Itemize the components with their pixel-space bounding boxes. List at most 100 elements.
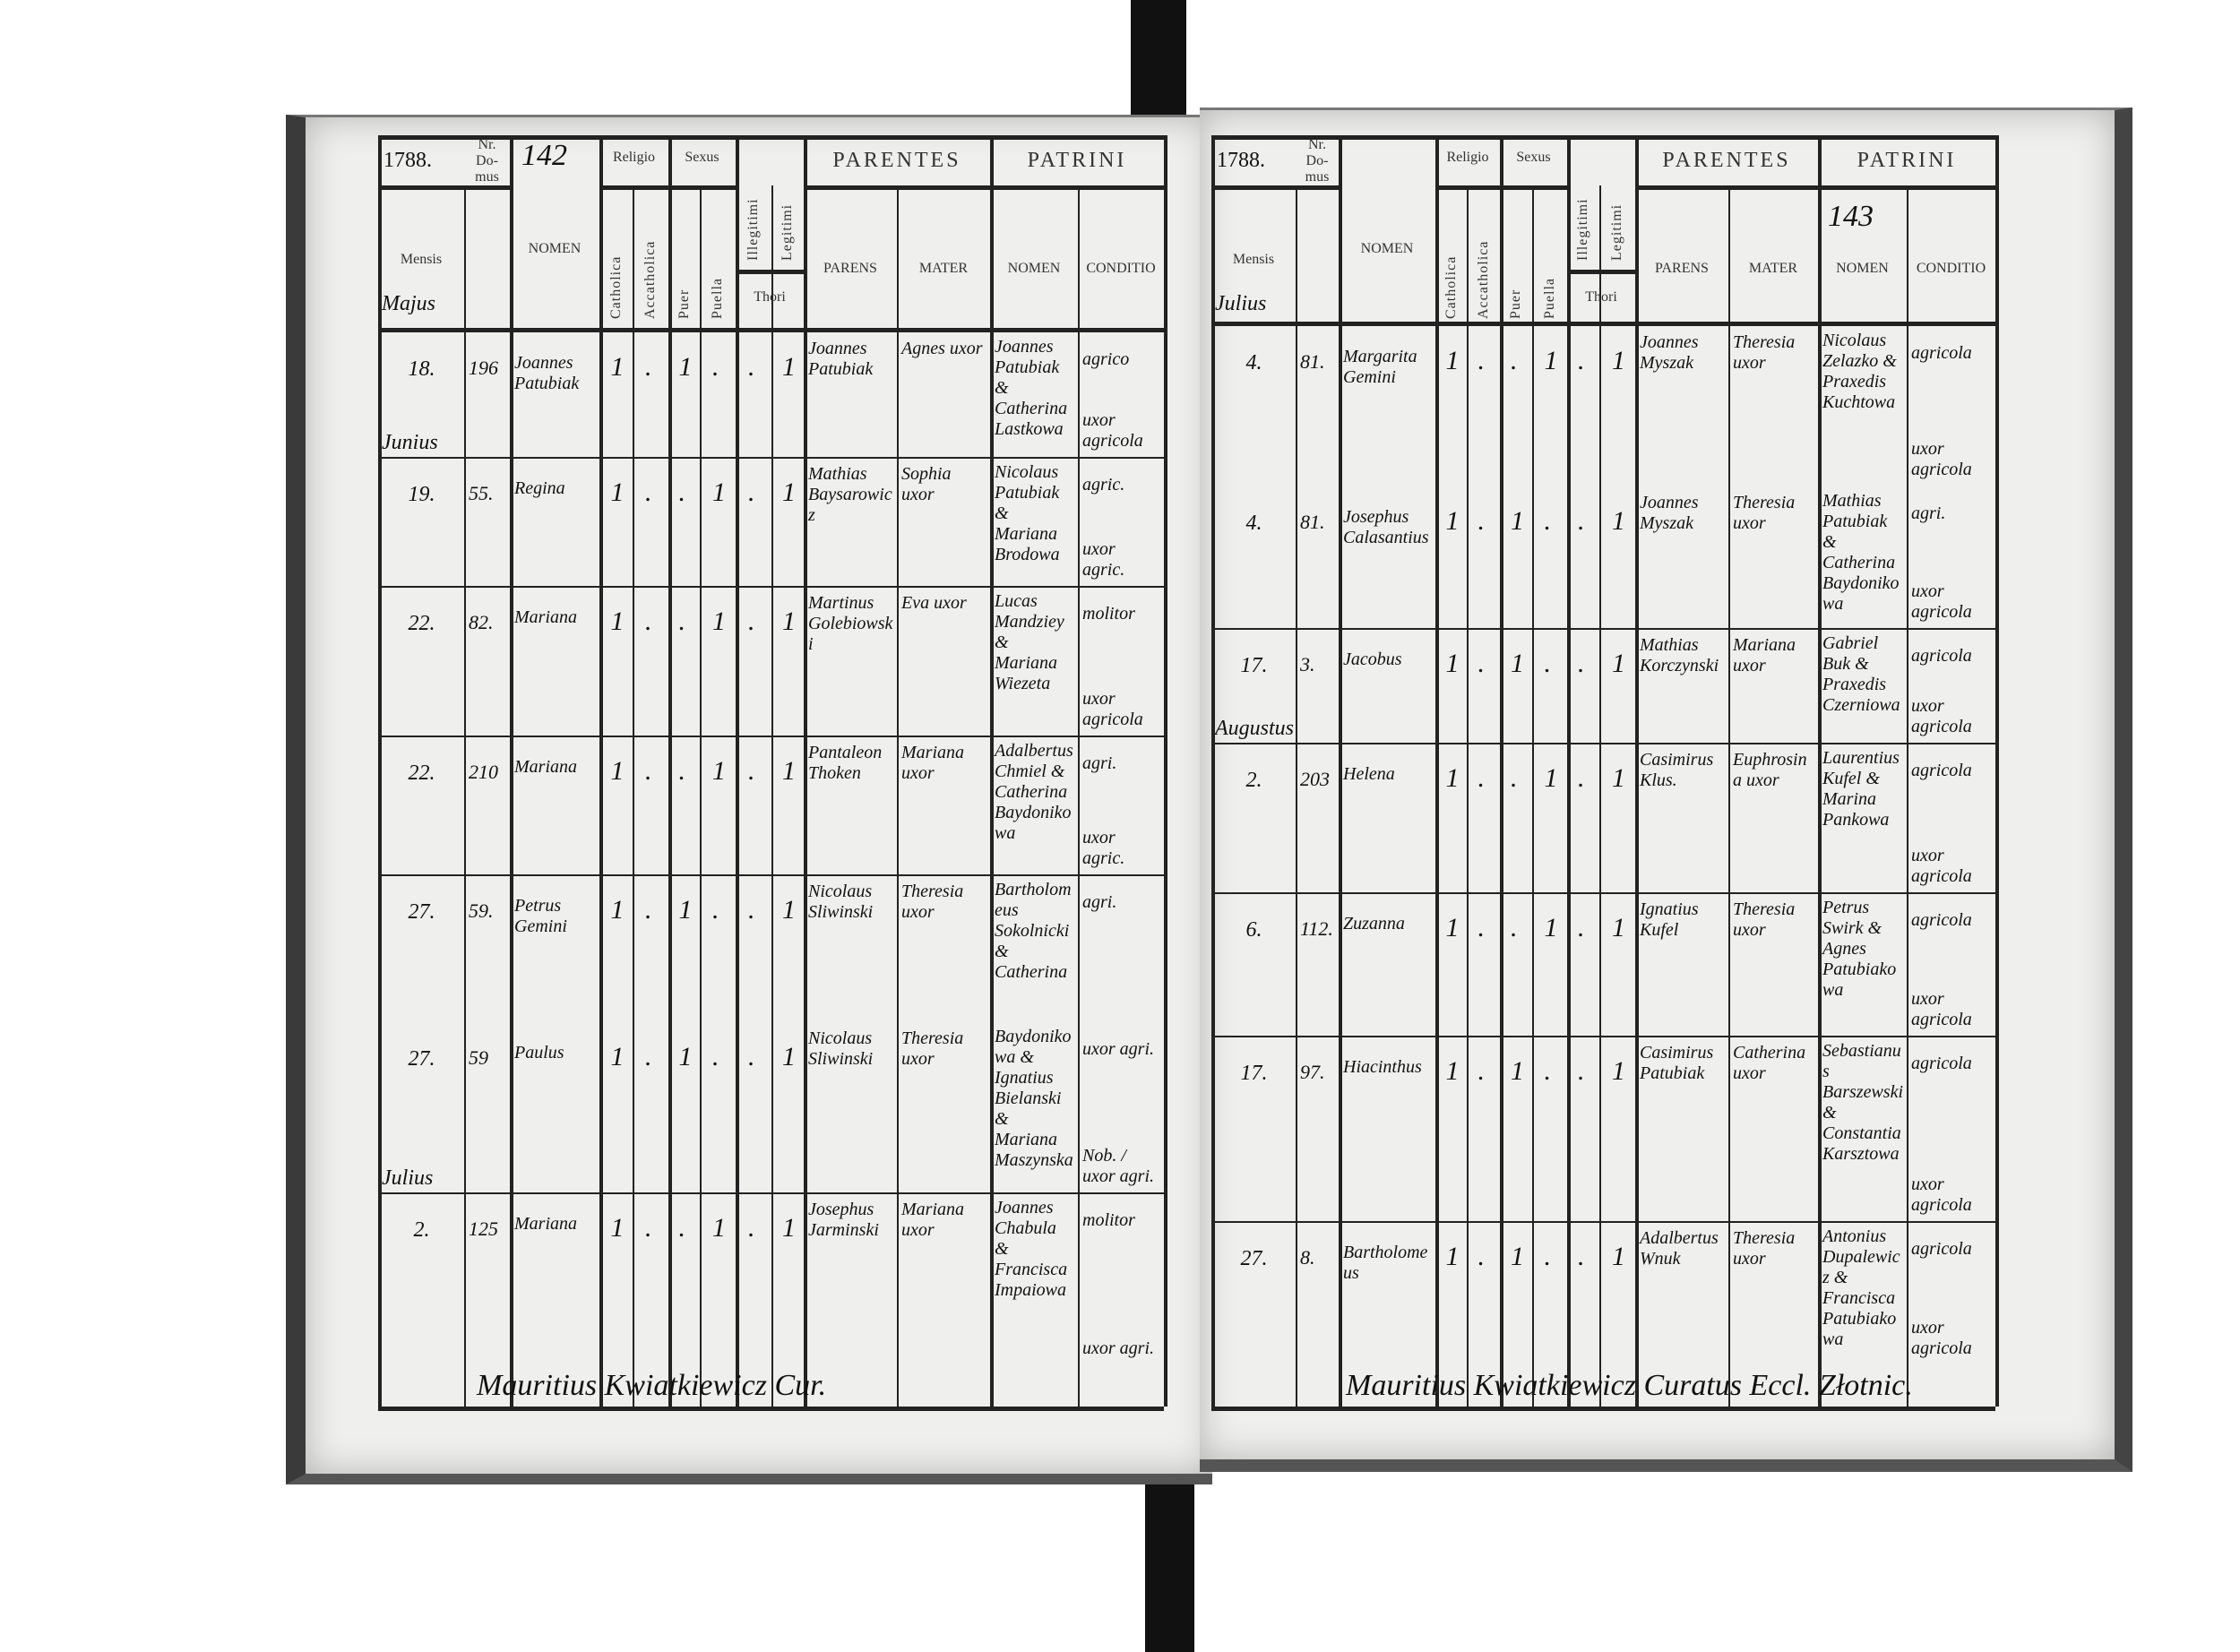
entry-mark: 1 <box>782 1213 796 1243</box>
column-rule <box>464 185 466 1407</box>
entry-conditio: agricola <box>1911 910 1972 930</box>
entry-conditio-2: uxor agricola <box>1911 581 1972 622</box>
entry-parens: Mathias Baysarowicz <box>808 464 892 525</box>
entry-mark: 1 <box>712 607 726 636</box>
entry-conditio: agricola <box>1911 646 1972 666</box>
entry-parens: Martinus Golebiowski <box>808 593 893 654</box>
entry-conditio: agricola <box>1911 1054 1972 1073</box>
entry-day: 27. <box>408 1047 435 1071</box>
curate-signature: Mauritius Kwiatkiewicz Curatus Eccl. Zło… <box>1346 1369 1913 1402</box>
entry-conditio: agri. <box>1082 753 1117 773</box>
entry-parens: Casimirus Klus. <box>1640 750 1714 790</box>
entry-parens: Ignatius Kufel <box>1640 899 1699 940</box>
entry-mark: . <box>1578 506 1585 536</box>
book-spine-top <box>1131 0 1186 116</box>
entry-day: 17. <box>1240 654 1268 677</box>
entry-mark: . <box>1478 913 1486 942</box>
legitimi-header: Legitimi <box>1609 203 1624 261</box>
entry-mark: 1 <box>712 478 726 507</box>
entry-mark: . <box>748 607 755 636</box>
entry-conditio: agricola <box>1911 1239 1972 1259</box>
entry-domus: 203 <box>1300 768 1330 790</box>
entry-mark: 1 <box>1445 649 1460 678</box>
entry-mater: Eva uxor <box>901 593 967 613</box>
entry-mark: . <box>1511 763 1518 793</box>
entry-patrini: Antonius Dupalewicz & Francisca Patubiak… <box>1822 1226 1900 1349</box>
entry-patrini: Adalbertus Chmiel & Catherina Baydonikow… <box>995 741 1073 843</box>
entry-mark: 1 <box>712 756 726 786</box>
entry-mark: 1 <box>1544 763 1558 793</box>
entry-patrini: Nicolaus Patubiak & Mariana Brodowa <box>995 462 1060 564</box>
entry-conditio-cell: agricola uxor agricola <box>1911 646 1992 737</box>
curate-signature: Mauritius Kwiatkiewicz Cur. <box>477 1369 827 1402</box>
column-rule <box>633 185 634 1407</box>
entry-mark: 1 <box>1445 506 1460 536</box>
table-bottom-rule <box>378 1407 1164 1411</box>
entry-mark: . <box>1478 649 1486 678</box>
entry-conditio-2: uxor agricola <box>1911 846 1972 886</box>
header-top-rule <box>378 135 1164 140</box>
entry-nomen: Paulus <box>514 1043 564 1063</box>
register-table: 1788. Nr. Do- mus NOMEN Mensis Religio Sexus P… <box>378 135 1167 1411</box>
header-bottom-rule <box>378 328 1164 332</box>
entry-mark: 1 <box>610 756 625 786</box>
entry-month: Augustus <box>1215 717 1295 740</box>
entry-conditio-2: Nob. / uxor agri. <box>1082 1146 1154 1186</box>
column-rule <box>700 185 702 1407</box>
column-rule <box>1567 135 1571 1407</box>
entry-patrini: Mathias Patubiak & Catherina Baydonikowa <box>1822 491 1900 614</box>
entry-mark: 1 <box>610 607 625 636</box>
entry-mark: . <box>678 1213 686 1243</box>
entry-mark: 1 <box>678 1042 693 1071</box>
entry-domus: 112. <box>1300 917 1333 940</box>
entry-mark: 1 <box>1612 649 1625 678</box>
entry-nomen: Helena <box>1343 764 1395 784</box>
entry-mark: . <box>1478 346 1486 375</box>
entry-conditio-cell: molitor uxor agricola <box>1082 604 1160 730</box>
entry-conditio-cell: agricola uxor agricola <box>1911 761 1992 887</box>
entry-mark: 1 <box>610 1213 625 1243</box>
parens-header: PARENS <box>823 261 877 276</box>
entry-domus: 81. <box>1300 511 1325 533</box>
nomen-header: NOMEN <box>1360 241 1414 256</box>
entry-mark: . <box>748 478 755 507</box>
entry-conditio-cell: agrico uxor agricola <box>1082 349 1160 452</box>
puer-header: Puer <box>676 288 692 319</box>
entry-mark: . <box>1578 1242 1585 1271</box>
entry-mark: 1 <box>1445 763 1460 793</box>
entry-domus: 196 <box>469 357 498 379</box>
puella-header: Puella <box>1541 278 1557 319</box>
entry-nomen: Joannes Patubiak <box>514 353 580 393</box>
entry-conditio-cell: agri. uxor agric. <box>1082 753 1160 869</box>
entry-domus: 3. <box>1300 653 1315 675</box>
entry-day: 4. <box>1245 351 1262 374</box>
column-rule <box>1818 135 1822 1407</box>
entry-mater: Theresia uxor <box>1733 332 1796 373</box>
column-rule <box>1164 135 1167 1407</box>
illegitimi-header: Illegitimi <box>745 198 761 261</box>
entry-domus: 125 <box>469 1217 498 1240</box>
entry-parens: Nicolaus Sliwinski <box>808 1028 874 1069</box>
register-page-right <box>1200 108 2132 1472</box>
entry-mark: 1 <box>1511 1056 1524 1086</box>
year-label: 1788. <box>383 149 432 172</box>
entry-mark: 1 <box>610 352 625 382</box>
entry-mark: . <box>712 352 719 382</box>
year-label: 1788. <box>1217 149 1265 172</box>
entry-conditio-2: uxor agricola <box>1911 989 1972 1029</box>
entry-nomen: Mariana <box>514 607 577 627</box>
register-page-left <box>286 115 1212 1484</box>
entry-patrini: Laurentius Kufel & Marina Pankowa <box>1822 748 1900 830</box>
header-subrule <box>1567 270 1635 274</box>
column-rule <box>1635 135 1639 1407</box>
entry-mark: 1 <box>1544 346 1558 375</box>
column-rule <box>1532 185 1534 1407</box>
entry-parens: Casimirus Patubiak <box>1640 1043 1714 1083</box>
thori-header: Thori <box>754 289 786 305</box>
entry-mark: . <box>748 1213 755 1243</box>
entry-mater: Theresia uxor <box>1733 493 1796 533</box>
entry-conditio-2: uxor agric. <box>1082 828 1125 868</box>
entry-day: 19. <box>408 483 435 506</box>
column-rule <box>599 135 603 1407</box>
entry-day: 27. <box>408 900 435 924</box>
